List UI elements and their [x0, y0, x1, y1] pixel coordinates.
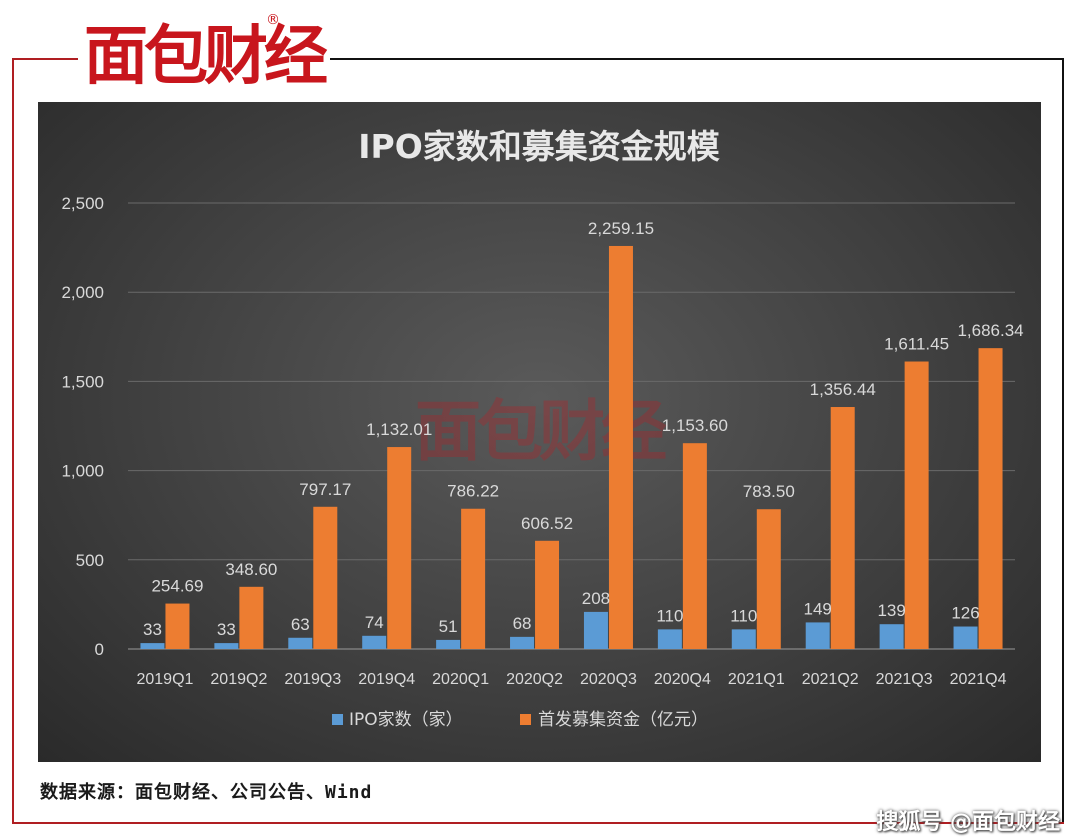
data-label-ipo-count: 139 [877, 601, 905, 620]
bar-funds-raised [313, 506, 338, 649]
y-tick-label: 0 [95, 640, 104, 659]
bar-funds-raised [608, 245, 633, 649]
bar-ipo-count [214, 643, 239, 649]
bar-ipo-count [953, 626, 978, 649]
legend-swatch-funds-raised [520, 714, 531, 725]
bar-funds-raised [978, 348, 1003, 649]
logo-text: 面包财经 [84, 20, 328, 94]
data-label-funds-raised: 786.22 [447, 482, 499, 501]
bar-funds-raised [239, 586, 264, 649]
x-tick-label: 2020Q1 [432, 671, 489, 688]
frame-border [12, 58, 14, 824]
y-tick-label: 500 [76, 551, 104, 570]
x-tick-label: 2021Q4 [950, 671, 1007, 688]
data-label-funds-raised: 1,356.44 [810, 380, 876, 399]
x-tick-label: 2019Q3 [284, 671, 341, 688]
legend-label-ipo-count: IPO家数（家） [349, 710, 463, 730]
data-label-ipo-count: 126 [951, 604, 979, 623]
bar-ipo-count [362, 635, 387, 649]
data-label-funds-raised: 1,153.60 [662, 416, 728, 435]
bar-ipo-count [288, 637, 313, 649]
data-label-funds-raised: 254.69 [151, 577, 203, 596]
data-label-funds-raised: 797.17 [299, 480, 351, 499]
data-label-ipo-count: 208 [582, 589, 610, 608]
x-tick-label: 2019Q4 [358, 671, 415, 688]
data-label-funds-raised: 1,686.34 [957, 321, 1023, 340]
bar-ipo-count [140, 643, 165, 649]
data-label-ipo-count: 33 [143, 620, 162, 639]
bar-funds-raised [461, 508, 486, 649]
bar-chart: IPO家数和募集资金规模05001,0001,5002,0002,500面包财经… [61, 127, 1023, 730]
data-label-funds-raised: 2,259.15 [588, 219, 654, 238]
registered-mark: ® [266, 12, 280, 28]
bar-ipo-count [879, 624, 904, 649]
frame-border [330, 58, 1064, 60]
chart-panel: IPO家数和募集资金规模 0 500 1,000 1,500 2,000 2,500 面包财经… [38, 102, 1041, 762]
data-label-ipo-count: 149 [804, 599, 832, 618]
data-label-ipo-count: 68 [513, 614, 532, 633]
y-tick-label: 2,500 [61, 194, 104, 213]
data-label-funds-raised: 348.60 [225, 560, 277, 579]
x-tick-label: 2020Q2 [506, 671, 563, 688]
data-label-ipo-count: 110 [656, 606, 683, 625]
x-tick-label: 2021Q3 [876, 671, 933, 688]
data-label-ipo-count: 63 [291, 615, 310, 634]
data-label-funds-raised: 606.52 [521, 514, 573, 533]
y-tick-label: 1,500 [61, 372, 104, 391]
legend-swatch-ipo-count [332, 714, 343, 725]
bar-funds-raised [904, 361, 929, 649]
data-label-funds-raised: 783.50 [743, 482, 795, 501]
watermark-bottom: 搜狐号 @面包财经 [876, 810, 1060, 835]
frame-border [1062, 58, 1064, 824]
bar-ipo-count [731, 629, 756, 649]
x-tick-label: 2019Q1 [136, 671, 193, 688]
data-label-ipo-count: 33 [217, 620, 236, 639]
bar-ipo-count [436, 639, 461, 649]
x-tick-label: 2021Q1 [728, 671, 785, 688]
chart-title: IPO家数和募集资金规模 [358, 127, 721, 166]
bar-ipo-count [583, 611, 608, 649]
bar-ipo-count [805, 622, 830, 649]
source-note: 数据来源：面包财经、公司公告、Wind [40, 782, 373, 803]
x-tick-label: 2019Q2 [210, 671, 267, 688]
x-tick-label: 2020Q4 [654, 671, 711, 688]
bar-funds-raised [830, 407, 855, 649]
bar-ipo-count [510, 636, 535, 649]
data-label-funds-raised: 1,132.01 [366, 420, 432, 439]
x-tick-label: 2020Q3 [580, 671, 637, 688]
bar-funds-raised [387, 447, 412, 649]
data-label-ipo-count: 110 [730, 606, 757, 625]
frame-border [12, 822, 1064, 824]
brand-logo: 面包财经 ® [78, 12, 328, 100]
data-label-ipo-count: 51 [439, 617, 458, 636]
bar-ipo-count [657, 629, 682, 649]
bar-funds-raised [165, 603, 190, 649]
legend-label-funds-raised: 首发募集资金（亿元） [538, 710, 708, 730]
bar-funds-raised [535, 540, 560, 649]
frame-border [12, 58, 82, 60]
bar-funds-raised [756, 509, 781, 649]
data-label-ipo-count: 74 [365, 613, 384, 632]
data-label-funds-raised: 1,611.45 [884, 335, 949, 354]
y-tick-label: 1,000 [61, 462, 104, 481]
y-tick-label: 2,000 [61, 283, 104, 302]
x-tick-label: 2021Q2 [802, 671, 859, 688]
bar-funds-raised [682, 443, 707, 649]
